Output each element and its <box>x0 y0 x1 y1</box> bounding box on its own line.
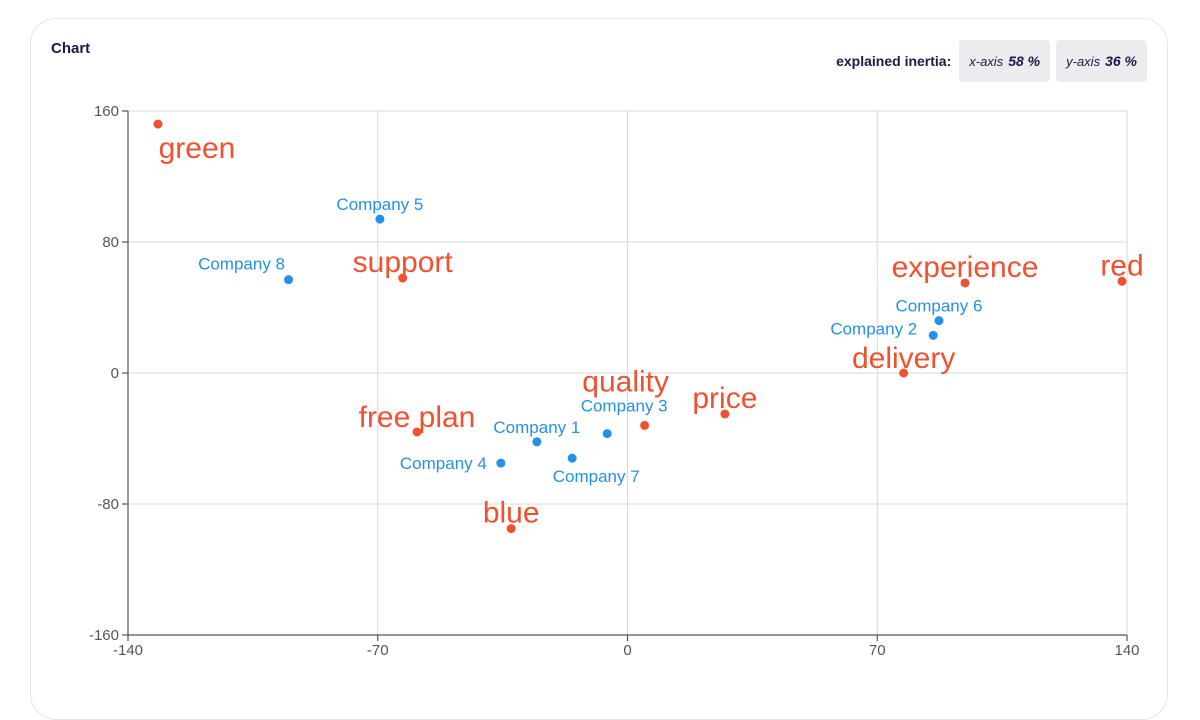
point-experience <box>960 278 970 288</box>
label-blue: blue <box>483 497 540 530</box>
x-tick-label: -140 <box>113 642 143 659</box>
label-company-5: Company 5 <box>336 195 423 214</box>
x-tick-label: 0 <box>623 642 631 659</box>
label-quality: quality <box>582 365 669 398</box>
y-axis-inertia-badge: y-axis 36 % <box>1056 40 1147 82</box>
point-company-1 <box>532 437 542 447</box>
x-axis-name: x-axis <box>969 53 1004 69</box>
point-delivery <box>899 368 909 378</box>
point-company-6 <box>934 316 944 326</box>
point-quality <box>640 420 650 430</box>
point-company-4 <box>496 458 506 468</box>
label-price: price <box>692 382 757 415</box>
x-tick-label: 70 <box>869 642 886 659</box>
point-company-3 <box>602 429 612 439</box>
y-tick-label: 80 <box>102 234 119 251</box>
label-company-4: Company 4 <box>400 454 487 473</box>
explained-inertia: explained inertia: x-axis 58 % y-axis 36… <box>836 40 1147 82</box>
inertia-label: explained inertia: <box>836 53 952 69</box>
point-company-5 <box>375 214 385 224</box>
label-green: green <box>159 132 236 165</box>
label-company-2: Company 2 <box>830 319 917 338</box>
x-axis-value: 58 % <box>1008 53 1041 69</box>
y-tick-label: 160 <box>94 103 119 120</box>
point-company-8 <box>284 275 294 285</box>
label-company-7: Company 7 <box>553 467 640 486</box>
y-tick-label: 0 <box>111 365 119 382</box>
chart-card <box>30 18 1168 720</box>
chart-panel-title: Chart <box>51 40 91 57</box>
x-tick-label: 140 <box>1114 642 1139 659</box>
point-company-2 <box>928 330 938 340</box>
point-red <box>1117 276 1127 286</box>
x-axis-inertia-badge: x-axis 58 % <box>959 40 1051 82</box>
label-support: support <box>353 246 454 279</box>
label-red: red <box>1100 249 1143 282</box>
point-support <box>398 273 408 283</box>
label-experience: experience <box>892 251 1039 284</box>
y-tick-label: -160 <box>89 627 119 644</box>
point-company-7 <box>567 453 577 463</box>
point-blue <box>506 524 516 534</box>
x-tick-label: -70 <box>367 642 389 659</box>
label-free-plan: free plan <box>359 401 476 434</box>
point-price <box>720 409 730 419</box>
label-company-8: Company 8 <box>198 255 285 274</box>
y-tick-label: -80 <box>97 496 119 513</box>
point-green <box>153 119 163 129</box>
y-axis-value: 36 % <box>1105 53 1137 69</box>
point-free-plan <box>412 427 422 437</box>
label-delivery: delivery <box>852 342 955 375</box>
label-company-3: Company 3 <box>581 397 668 416</box>
label-company-6: Company 6 <box>896 297 983 316</box>
label-company-1: Company 1 <box>493 418 580 437</box>
y-axis-name: y-axis <box>1066 53 1101 69</box>
